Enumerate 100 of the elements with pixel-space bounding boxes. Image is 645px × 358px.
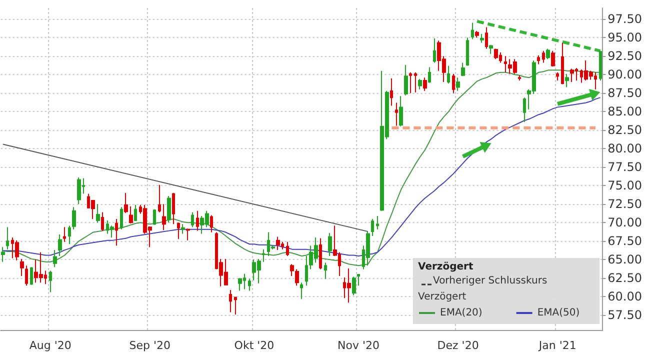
candlestick <box>366 231 370 266</box>
y-tick-label: 90.00 <box>608 68 642 82</box>
candlestick <box>77 177 81 205</box>
candlestick <box>433 38 436 64</box>
legend-label: EMA(20) <box>440 308 482 318</box>
candlestick <box>452 73 455 94</box>
x-tick-label: Jan '21 <box>538 339 576 352</box>
y-tick-label: 82.50 <box>608 123 642 138</box>
x-tick-label: Okt '20 <box>234 339 274 352</box>
candlestick <box>20 258 24 276</box>
candlestick <box>25 265 28 286</box>
candlestick <box>352 276 356 296</box>
candlestick <box>480 33 484 44</box>
candlestick <box>68 225 71 245</box>
x-tick-label: Dez '20 <box>437 339 479 352</box>
candlestick <box>570 68 574 83</box>
candlestick <box>466 37 469 66</box>
candlestick <box>504 56 507 73</box>
candlestick <box>537 54 540 65</box>
candlestick <box>565 73 569 88</box>
candlestick <box>461 62 465 77</box>
y-tick-label: 85.00 <box>608 104 642 119</box>
candlestick <box>1 246 5 262</box>
candlestick <box>376 216 379 230</box>
candlestick <box>210 214 213 233</box>
candlestick <box>599 50 602 82</box>
candlestick <box>172 192 175 225</box>
candlestick <box>248 278 251 292</box>
candlestick <box>546 48 550 60</box>
candlestick <box>409 72 412 94</box>
candlestick <box>6 226 9 250</box>
candlestick <box>485 26 488 50</box>
x-tick-label: Aug '20 <box>29 339 72 352</box>
candlestick <box>124 192 128 214</box>
candlestick <box>523 97 526 122</box>
candlestick <box>238 278 242 292</box>
candlestick <box>371 218 374 236</box>
y-tick-label: 70.00 <box>608 216 642 230</box>
candlestick <box>418 78 422 90</box>
candlestick <box>347 268 351 304</box>
candlestick <box>471 22 474 40</box>
candlestick <box>181 224 185 234</box>
candlestick <box>229 290 232 313</box>
candlestick <box>262 248 265 262</box>
candlestick <box>72 206 76 230</box>
candlestick <box>153 208 156 226</box>
candlestick <box>300 282 303 300</box>
y-tick-label: 67.50 <box>608 234 642 248</box>
candlestick <box>390 78 393 106</box>
candlestick <box>475 30 479 38</box>
candlestick <box>494 48 498 60</box>
candlestick <box>286 241 289 256</box>
candlestick <box>447 65 450 84</box>
candlestick <box>49 270 52 293</box>
candlestick <box>191 212 194 228</box>
candlestick <box>556 72 559 82</box>
y-tick-label: 65.00 <box>608 252 642 267</box>
candlestick <box>30 266 33 286</box>
candlestick <box>158 184 161 213</box>
candlestick <box>542 50 545 64</box>
candlestick <box>63 226 66 242</box>
candlestick <box>551 50 555 67</box>
candlestick <box>561 42 564 85</box>
y-tick-label: 87.50 <box>608 86 642 100</box>
candlestick <box>399 96 403 127</box>
y-tick-label: 95.00 <box>608 30 642 45</box>
candlestick <box>134 204 137 221</box>
candlestick <box>58 234 62 256</box>
candlestick <box>456 77 460 92</box>
y-tick-label: 92.50 <box>608 49 642 64</box>
candlestick <box>115 218 118 246</box>
candlestick <box>162 204 166 231</box>
candlestick <box>324 262 327 280</box>
legend-title: Verzögert <box>418 292 466 302</box>
candlestick <box>404 64 408 96</box>
candlestick <box>129 206 133 224</box>
candlestick <box>489 44 493 54</box>
line-series <box>2 97 601 256</box>
annotation: Verzögert <box>418 262 474 272</box>
legend-label: EMA(50) <box>537 308 580 318</box>
y-tick-label: 97.50 <box>608 12 642 26</box>
candlestick <box>319 238 322 270</box>
y-tick-label: 62.50 <box>608 271 642 286</box>
y-tick-label: 57.50 <box>608 308 642 322</box>
y-tick-label: 75.00 <box>608 178 642 193</box>
candlestick <box>15 240 19 261</box>
candlestick <box>196 210 199 232</box>
candlestick <box>276 236 280 251</box>
candlestick <box>101 212 104 232</box>
y-tick-label: 80.00 <box>608 142 642 156</box>
candlestick <box>414 72 417 93</box>
candlestick <box>518 74 521 82</box>
candlestick <box>395 102 398 126</box>
candlestick <box>328 232 332 256</box>
candlestick <box>167 196 171 224</box>
y-tick-label: 60.00 <box>608 290 642 304</box>
annotation: Vorheriger Schlusskurs <box>433 276 548 286</box>
y-tick-label: 72.50 <box>608 197 642 212</box>
y-tick-label: 77.50 <box>608 160 642 174</box>
candlestick <box>428 66 431 84</box>
